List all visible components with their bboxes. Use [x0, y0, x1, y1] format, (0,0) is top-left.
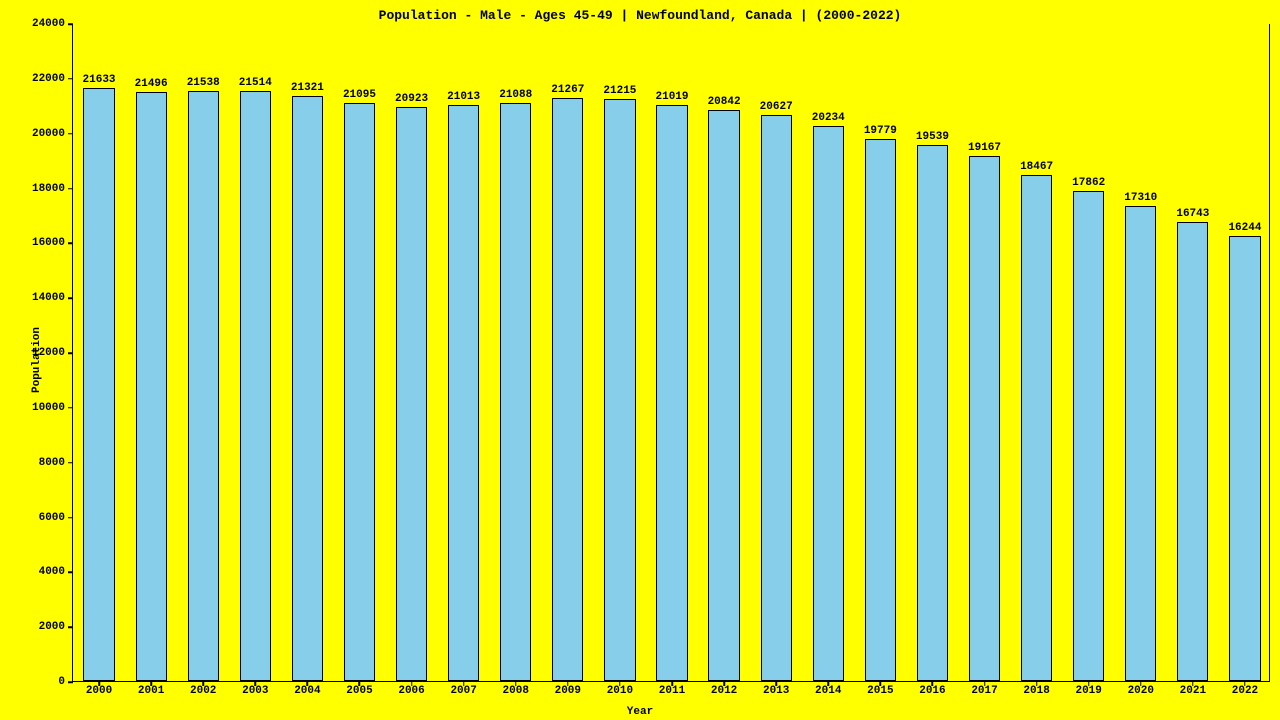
bar [240, 91, 271, 681]
bar [708, 110, 739, 681]
bar [1229, 236, 1260, 681]
bar [552, 98, 583, 681]
bar [917, 145, 948, 681]
bar-value-label: 18467 [1020, 161, 1053, 173]
x-tick-mark [411, 681, 413, 686]
bar [396, 107, 427, 681]
bar [1177, 222, 1208, 681]
x-tick-mark [98, 681, 100, 686]
y-tick-mark [68, 572, 73, 574]
bar [865, 139, 896, 681]
bar-value-label: 21633 [83, 74, 116, 86]
bar-value-label: 21095 [343, 89, 376, 101]
y-tick-mark [68, 626, 73, 628]
x-tick-mark [619, 681, 621, 686]
chart-title: Population - Male - Ages 45-49 | Newfoun… [0, 8, 1280, 23]
bar-value-label: 21514 [239, 77, 272, 89]
bar [188, 91, 219, 682]
chart-container: Population - Male - Ages 45-49 | Newfoun… [0, 0, 1280, 720]
bar-value-label: 21019 [655, 91, 688, 103]
bar-value-label: 21321 [291, 82, 324, 94]
y-tick-mark [68, 297, 73, 299]
plot-area: 0200040006000800010000120001400016000180… [72, 24, 1270, 682]
bar-value-label: 21088 [499, 89, 532, 101]
y-axis-label: Population [31, 327, 43, 393]
bar [83, 88, 114, 681]
bar-value-label: 20842 [708, 96, 741, 108]
x-tick-mark [1088, 681, 1090, 686]
x-tick-mark [463, 681, 465, 686]
bar [136, 92, 167, 681]
bar-value-label: 17310 [1124, 192, 1157, 204]
y-tick-label: 24000 [32, 18, 73, 30]
bar-value-label: 19779 [864, 125, 897, 137]
bar-value-label: 16244 [1228, 222, 1261, 234]
y-tick-label: 14000 [32, 292, 73, 304]
x-axis-label: Year [0, 706, 1280, 718]
y-tick-mark [68, 78, 73, 80]
bar-value-label: 19167 [968, 142, 1001, 154]
x-tick-mark [828, 681, 830, 686]
y-tick-mark [68, 681, 73, 683]
bar-value-label: 21496 [135, 78, 168, 90]
x-tick-mark [775, 681, 777, 686]
y-tick-mark [68, 23, 73, 25]
y-tick-label: 22000 [32, 73, 73, 85]
x-tick-mark [515, 681, 517, 686]
y-tick-mark [68, 517, 73, 519]
bar-value-label: 20923 [395, 93, 428, 105]
x-tick-mark [307, 681, 309, 686]
x-tick-mark [1192, 681, 1194, 686]
x-tick-mark [150, 681, 152, 686]
bar-value-label: 21267 [551, 84, 584, 96]
y-tick-label: 12000 [32, 347, 73, 359]
x-tick-mark [1244, 681, 1246, 686]
bar [604, 99, 635, 681]
y-tick-mark [68, 188, 73, 190]
bar [1125, 206, 1156, 681]
bar-value-label: 21215 [603, 85, 636, 97]
bar [500, 103, 531, 681]
bar [761, 115, 792, 681]
x-tick-mark [723, 681, 725, 686]
y-tick-mark [68, 243, 73, 245]
y-tick-mark [68, 407, 73, 409]
x-tick-mark [359, 681, 361, 686]
x-tick-mark [1140, 681, 1142, 686]
bar [344, 103, 375, 681]
bar-value-label: 21013 [447, 91, 480, 103]
bar [448, 105, 479, 681]
y-tick-mark [68, 462, 73, 464]
x-tick-mark [671, 681, 673, 686]
x-tick-mark [567, 681, 569, 686]
bar [292, 96, 323, 681]
y-tick-label: 10000 [32, 402, 73, 414]
y-tick-mark [68, 352, 73, 354]
bar-value-label: 21538 [187, 77, 220, 89]
x-tick-mark [1036, 681, 1038, 686]
y-tick-label: 18000 [32, 183, 73, 195]
x-tick-mark [255, 681, 257, 686]
bar-value-label: 19539 [916, 131, 949, 143]
x-tick-mark [932, 681, 934, 686]
y-tick-label: 20000 [32, 128, 73, 140]
x-tick-mark [880, 681, 882, 686]
bar [813, 126, 844, 681]
bar [1073, 191, 1104, 681]
x-tick-mark [202, 681, 204, 686]
bar-value-label: 20234 [812, 112, 845, 124]
bar-value-label: 16743 [1176, 208, 1209, 220]
bar-value-label: 17862 [1072, 177, 1105, 189]
bar [656, 105, 687, 681]
bar [1021, 175, 1052, 681]
bar-value-label: 20627 [760, 101, 793, 113]
bar [969, 156, 1000, 681]
y-tick-mark [68, 133, 73, 135]
x-tick-mark [984, 681, 986, 686]
y-tick-label: 16000 [32, 237, 73, 249]
